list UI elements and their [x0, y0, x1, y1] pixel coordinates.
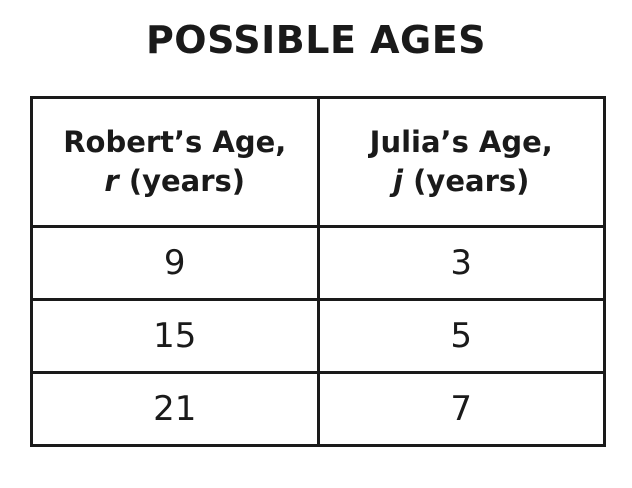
- ages-table: Robert’s Age, r (years) Julia’s Age, j (…: [30, 96, 606, 447]
- julia-age-cell: 3: [316, 225, 606, 301]
- header-robert-unit-line: r (years): [33, 162, 317, 201]
- table-row: 15 5: [30, 298, 606, 374]
- header-julia-unit-line: j (years): [320, 162, 604, 201]
- julia-age-cell: 7: [316, 371, 606, 447]
- table-row: 9 3: [30, 225, 606, 301]
- robert-age-cell: 15: [30, 298, 320, 374]
- table-title: POSSIBLE AGES: [145, 18, 487, 62]
- variable-r: r: [104, 164, 119, 198]
- header-julia-unit: (years): [413, 164, 530, 198]
- header-row: Robert’s Age, r (years) Julia’s Age, j (…: [30, 96, 606, 228]
- robert-age-cell: 9: [30, 225, 320, 301]
- variable-j: j: [393, 164, 404, 198]
- header-julia-age: Julia’s Age, j (years): [316, 96, 606, 228]
- julia-age-cell: 5: [316, 298, 606, 374]
- header-robert-unit: (years): [128, 164, 246, 198]
- header-robert-label: Robert’s Age,: [63, 124, 287, 159]
- header-robert-age: Robert’s Age, r (years): [30, 96, 320, 228]
- header-julia-label: Julia’s Age,: [369, 124, 553, 159]
- robert-age-cell: 21: [30, 371, 320, 447]
- table-row: 21 7: [30, 371, 606, 447]
